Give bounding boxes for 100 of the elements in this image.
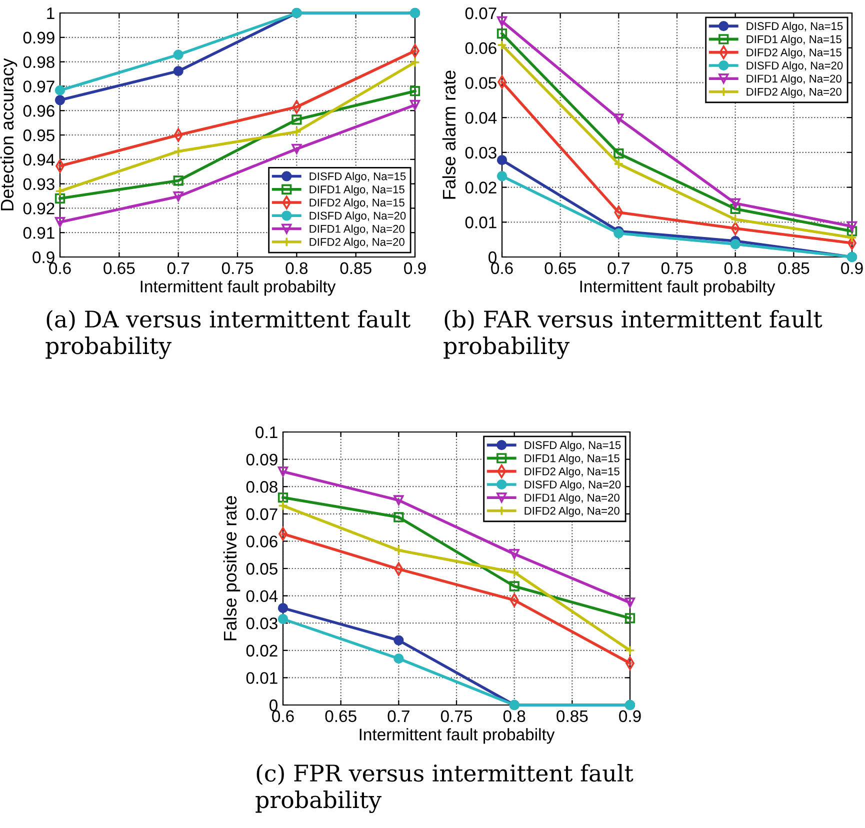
point: [496, 16, 508, 26]
y-axis-title: False alarm rate: [442, 70, 456, 199]
legend-label: DIFD1 Algo, Na=15: [524, 454, 620, 464]
y-tick-label: 0.04: [246, 590, 278, 602]
text: (b) FAR versus intermittent fault probability: [444, 310, 822, 360]
point: [730, 198, 740, 208]
x-tick-label: 0.8: [286, 262, 308, 274]
legend-label: DIFD1 Algo, Na=20: [746, 74, 842, 85]
y-tick-label: 0.99: [23, 32, 54, 44]
y-tick-label: 0.01: [246, 672, 278, 684]
y-tick-label: 0.06: [465, 42, 496, 54]
point: [54, 186, 66, 196]
point: [496, 28, 508, 39]
point: [54, 193, 66, 204]
point: [394, 495, 404, 506]
legend-label: DISFD Algo, Na=15: [524, 440, 621, 452]
x-tick-label: 0.6: [49, 262, 71, 274]
point: [278, 603, 288, 614]
y-tick-label: 0.94: [23, 154, 55, 166]
x-tick-label: 0.6: [491, 262, 513, 274]
point: [292, 144, 302, 154]
x-tick-label: 0.65: [544, 262, 576, 274]
point: [614, 114, 624, 124]
point: [509, 567, 520, 578]
y-tick-label: 0.91: [23, 227, 54, 239]
point: [496, 155, 508, 166]
point: [496, 171, 508, 182]
legend-label: DIFD2 Algo, Na=15: [746, 48, 842, 59]
point: [54, 85, 66, 96]
point: [624, 645, 636, 656]
legend-label: DIFD2 Algo, Na=20: [746, 88, 842, 98]
point: [173, 176, 184, 186]
point: [278, 500, 288, 511]
y-tick-label: 0.07: [465, 7, 496, 20]
x-tick-label: 0.7: [388, 710, 410, 722]
x-tick-label: 0.65: [104, 262, 135, 274]
x-axis-title: Intermittent fault probabilty: [360, 728, 555, 744]
point: [394, 654, 404, 664]
x-tick-label: 0.85: [556, 710, 588, 722]
point: [624, 613, 636, 624]
x-tick-label: 0.9: [404, 262, 426, 274]
x-tick-label: 0.9: [841, 262, 863, 274]
y-tick-label: 0.03: [465, 146, 496, 159]
x-tick-label: 0.8: [503, 710, 526, 722]
x-axis-title: Intermittent fault probabilty: [140, 280, 336, 296]
x-tick-label: 0.65: [325, 710, 356, 722]
y-tick-label: 0.04: [465, 112, 497, 124]
point: [624, 598, 636, 608]
y-tick-label: 0.93: [23, 178, 54, 190]
point: [173, 66, 184, 76]
legend-label: DIFD2 Algo, Na=20: [524, 506, 620, 517]
point: [292, 126, 302, 137]
point: [496, 40, 508, 50]
point: [730, 239, 740, 250]
text: (c) FPR versus intermittent fault probability: [256, 764, 634, 814]
y-tick-label: 0.03: [246, 618, 278, 630]
point: [410, 86, 420, 96]
y-tick-label: 1: [47, 8, 54, 20]
y-tick-label: 0.92: [23, 202, 54, 214]
point: [846, 221, 858, 232]
legend-label: DIFD1 Algo, Na=20: [524, 493, 620, 504]
y-tick-label: 0.05: [246, 562, 278, 575]
y-tick-label: 0.97: [23, 80, 54, 92]
x-tick-label: 0.75: [661, 262, 693, 274]
y-tick-label: 0.98: [23, 56, 54, 68]
text: (a) DA versus intermittent fault probability: [46, 310, 410, 360]
y-tick-label: 0: [488, 251, 496, 264]
point: [614, 158, 624, 170]
point: [173, 146, 184, 156]
point: [292, 114, 302, 125]
point: [54, 217, 66, 228]
y-tick-label: 0.01: [465, 216, 496, 228]
y-tick-label: 0.1: [256, 426, 278, 438]
legend-label: DIFD1 Algo, Na=15: [310, 185, 404, 196]
point: [614, 148, 624, 159]
x-tick-label: 0.8: [724, 262, 746, 274]
y-tick-label: 0.06: [246, 536, 278, 548]
point: [394, 512, 404, 522]
x-tick-label: 0.75: [222, 262, 254, 274]
point: [509, 581, 520, 592]
x-tick-label: 0.85: [340, 262, 372, 274]
point: [509, 548, 520, 560]
y-tick-label: 0.9: [32, 251, 54, 264]
point: [730, 214, 740, 224]
legend-label: DIFD2 Algo, Na=15: [524, 467, 620, 478]
legend-label: DISFD Algo, Na=15: [310, 172, 406, 182]
legend-label: DIFD1 Algo, Na=15: [746, 35, 842, 46]
legend-label: DISFD Algo, Na=20: [524, 480, 621, 491]
point: [730, 204, 740, 214]
y-tick-label: 0.05: [465, 77, 496, 89]
point: [173, 50, 184, 60]
point: [54, 95, 66, 106]
point: [394, 545, 404, 556]
legend-label: DISFD Algo, Na=20: [746, 61, 843, 72]
legend-label: DISFD Algo, Na=20: [310, 211, 406, 222]
x-tick-label: 0.85: [778, 262, 810, 274]
y-tick-label: 0.95: [23, 129, 54, 142]
x-tick-label: 0.9: [619, 710, 641, 722]
y-axis-title: False positive rate: [223, 496, 240, 640]
legend-label: DIFD2 Algo, Na=15: [310, 198, 404, 209]
